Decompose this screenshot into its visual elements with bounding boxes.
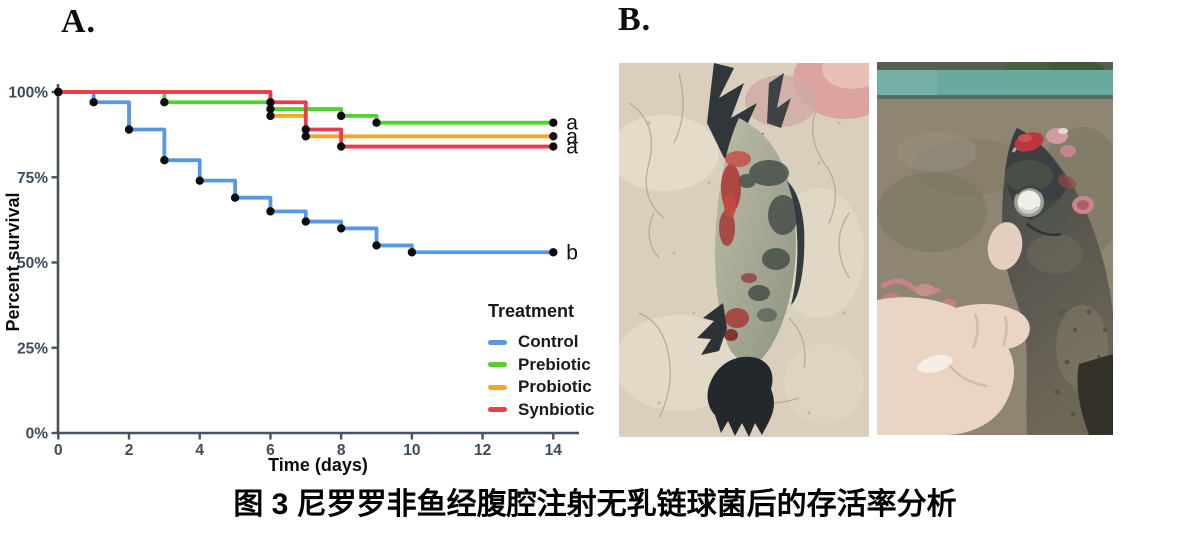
chart-legend: Treatment Control Prebiotic Probiotic Synbi… (488, 301, 595, 421)
legend-swatch-prebiotic (488, 362, 507, 368)
event-marker (301, 132, 310, 141)
event-marker (266, 104, 275, 114)
survival-chart-canvas: 0% 25% 50% 75% 100% 0 2 4 6 8 10 12 14 Time (days) Per… (3, 84, 579, 475)
event-marker (266, 207, 275, 216)
event-marker (549, 142, 558, 151)
event-marker (301, 125, 310, 134)
hand (877, 222, 1030, 435)
y-tick-label: 25% (17, 340, 48, 357)
event-marker (160, 98, 169, 107)
pink-flesh (745, 75, 817, 127)
x-tick-label: 14 (545, 442, 563, 459)
series-line-control (58, 90, 554, 255)
anal-fin (697, 303, 727, 355)
event-marker (372, 241, 381, 250)
fingernail-highlight (822, 63, 869, 89)
photo-fish-tail-lesions (619, 63, 869, 437)
photo-fish-head-exophthalmia (877, 62, 1113, 435)
legend-swatch-probiotic (488, 384, 507, 390)
y-tick-label: 100% (8, 85, 48, 102)
hemorrhagic-lesions (719, 151, 757, 341)
event-marker (54, 87, 63, 97)
x-tick-label: 0 (54, 442, 63, 459)
legend-label-prebiotic: Prebiotic (518, 354, 591, 374)
pelvic-fin (1077, 354, 1113, 435)
legend-item-control: Control (488, 331, 595, 354)
opaque-eye (1014, 185, 1044, 217)
y-tick-label: 50% (17, 255, 48, 272)
sig-label-control: b (566, 241, 578, 264)
y-axis-title: Percent survival (3, 192, 23, 331)
legend-label-synbiotic: Synbiotic (518, 399, 595, 419)
event-marker (195, 176, 204, 185)
event-marker (336, 142, 346, 151)
dorsal-fin (787, 181, 805, 305)
x-tick-label: 6 (266, 442, 275, 459)
x-tick-label: 12 (474, 442, 491, 459)
figure-caption: 图 3 尼罗罗非鱼经腹腔注射无乳链球菌后的存活率分析 (233, 488, 957, 521)
tail-fin (707, 356, 774, 437)
green-sheen-2 (1037, 199, 1073, 225)
survival-chart: 0% 25% 50% 75% 100% 0 2 4 6 8 10 12 14 Time (days) Per… (0, 0, 600, 478)
event-marker (336, 224, 346, 233)
event-marker (160, 156, 169, 165)
event-marker (301, 217, 310, 226)
y-tick-label: 0% (26, 426, 49, 443)
event-marker (230, 193, 240, 202)
legend-swatch-control (488, 339, 507, 345)
snout-lesions (1011, 128, 1076, 157)
event-marker (549, 118, 558, 127)
legend-label-control: Control (518, 332, 579, 352)
pink-lesion-behind-eye (1057, 174, 1094, 214)
event-marker (549, 132, 558, 141)
legend-title: Treatment (488, 301, 575, 321)
event-marker (336, 111, 346, 121)
fish-tail-illustration (619, 63, 869, 437)
event-marker (89, 98, 98, 107)
legend-item-probiotic: Probiotic (488, 376, 595, 399)
sig-label-prebiotic: a (566, 112, 578, 135)
skin-highlight (917, 354, 953, 374)
x-tick-label: 8 (337, 442, 346, 459)
event-marker (124, 125, 134, 134)
x-axis-title: Time (days) (268, 455, 368, 475)
event-marker (372, 118, 381, 127)
legend-label-probiotic: Probiotic (518, 377, 592, 397)
panel-a-label: A. (61, 3, 97, 40)
panel-b-label: B. (618, 1, 652, 38)
x-tick-label: 2 (125, 442, 134, 459)
sig-label-synbiotic: a (566, 136, 578, 159)
legend-item-synbiotic: Synbiotic (488, 399, 595, 422)
legend-swatch-synbiotic (488, 407, 507, 413)
sig-label-probiotic: a (566, 125, 578, 148)
event-marker (266, 111, 275, 121)
fish-head-illustration (877, 62, 1113, 435)
y-tick-label: 75% (17, 170, 48, 187)
x-tick-label: 10 (403, 442, 420, 459)
event-marker (266, 98, 275, 107)
gill-edge (1026, 223, 1062, 237)
operculum-patch (1027, 234, 1083, 274)
event-marker (407, 248, 417, 257)
event-marker (549, 248, 558, 257)
upper-fin-rays (707, 63, 791, 163)
x-tick-label: 4 (195, 442, 204, 459)
legend-item-prebiotic: Prebiotic (488, 354, 595, 377)
green-sheen (1005, 160, 1053, 192)
dark-mottling (738, 160, 798, 322)
fingertip-near-gill (987, 222, 1023, 270)
